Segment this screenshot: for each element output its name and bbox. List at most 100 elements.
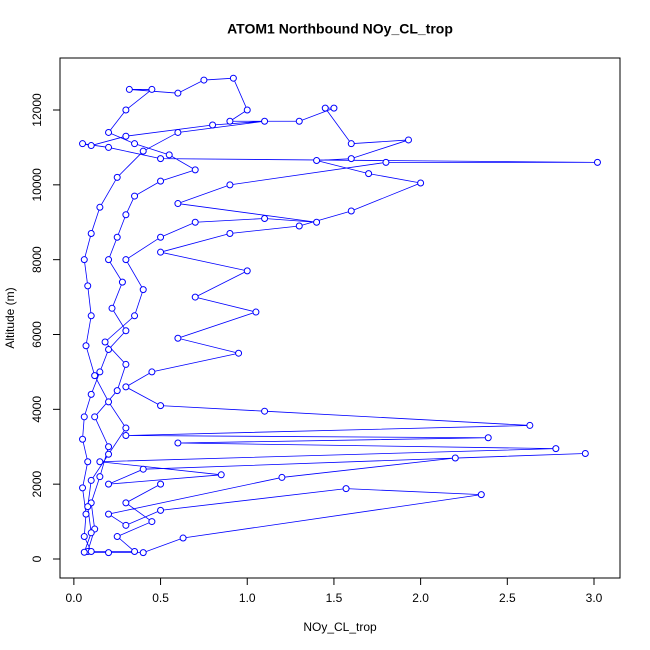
data-point [139,549,147,557]
data-point [174,128,182,136]
data-point [484,434,492,442]
data-point [79,484,87,492]
chart-title: ATOM1 Northbound NOy_CL_trop [227,21,453,37]
data-point [191,166,199,174]
data-point [122,360,130,368]
data-point [105,443,113,451]
data-point [365,170,373,178]
data-point [261,117,269,125]
data-point [105,480,113,488]
data-point [148,518,156,526]
data-point [96,368,104,376]
data-point [139,286,147,294]
data-point [82,342,90,350]
data-point [113,533,121,541]
data-point [200,76,208,84]
data-point [157,177,165,185]
data-point [179,534,187,542]
data-point [105,256,113,264]
data-point [131,140,139,148]
data-point [347,155,355,163]
data-point [261,215,269,223]
data-point [226,229,234,237]
x-tick-label: 1.0 [239,591,256,605]
data-point [122,383,130,391]
y-tick-label: 10000 [30,168,44,202]
data-point [342,485,350,493]
data-point [122,521,130,529]
x-tick-label: 2.0 [412,591,429,605]
data-point [87,529,95,537]
data-point [226,117,234,125]
data-point [91,372,99,380]
data-point [113,387,121,395]
data-point [125,85,133,93]
data-point [105,398,113,406]
plot-box [59,57,621,579]
data-point [451,454,459,462]
data-point [122,499,130,507]
data-point [122,211,130,219]
data-point [295,117,303,125]
data-point [174,334,182,342]
data-point [122,106,130,114]
data-point [404,136,412,144]
data-point [229,74,237,82]
data-point [101,338,109,346]
data-point [526,421,534,429]
data-point [139,465,147,473]
data-point [80,548,88,556]
data-point [226,181,234,189]
data-point [96,473,104,481]
data-point [122,327,130,335]
data-point [84,503,92,511]
data-point [96,458,104,466]
data-point [477,491,485,499]
data-point [261,407,269,415]
x-tick-label: 1.5 [326,591,343,605]
y-tick-label: 2000 [30,470,44,497]
data-point [157,233,165,241]
data-point [165,151,173,159]
x-tick-label: 0.0 [66,591,83,605]
data-point [122,132,130,140]
y-tick-label: 8000 [30,246,44,273]
data-point [313,157,321,165]
data-point [87,229,95,237]
data-point [191,293,199,301]
data-point [174,89,182,97]
x-tick-label: 2.5 [499,591,516,605]
data-point [122,432,130,440]
data-point [174,439,182,447]
data-point [80,413,88,421]
data-point [87,390,95,398]
data-point [313,218,321,226]
data-point [157,155,165,163]
data-point [80,256,88,264]
data-point [217,471,225,479]
data-point [252,308,260,316]
data-point [105,128,113,136]
data-point [157,402,165,410]
data-point [235,349,243,357]
data-point [79,140,87,148]
x-tick-label: 3.0 [586,591,603,605]
data-point [148,85,156,93]
data-point [82,510,90,518]
data-point [87,476,95,484]
data-point [108,304,116,312]
data-point [347,207,355,215]
data-point [87,312,95,320]
y-tick-label: 6000 [30,321,44,348]
data-point [581,449,589,457]
data-point [87,548,95,556]
data-point [118,278,126,286]
data-point [131,548,139,556]
data-point [157,248,165,256]
data-point [91,413,99,421]
data-point [84,458,92,466]
data-point [131,312,139,320]
data-point [209,121,217,129]
data-point [243,106,251,114]
